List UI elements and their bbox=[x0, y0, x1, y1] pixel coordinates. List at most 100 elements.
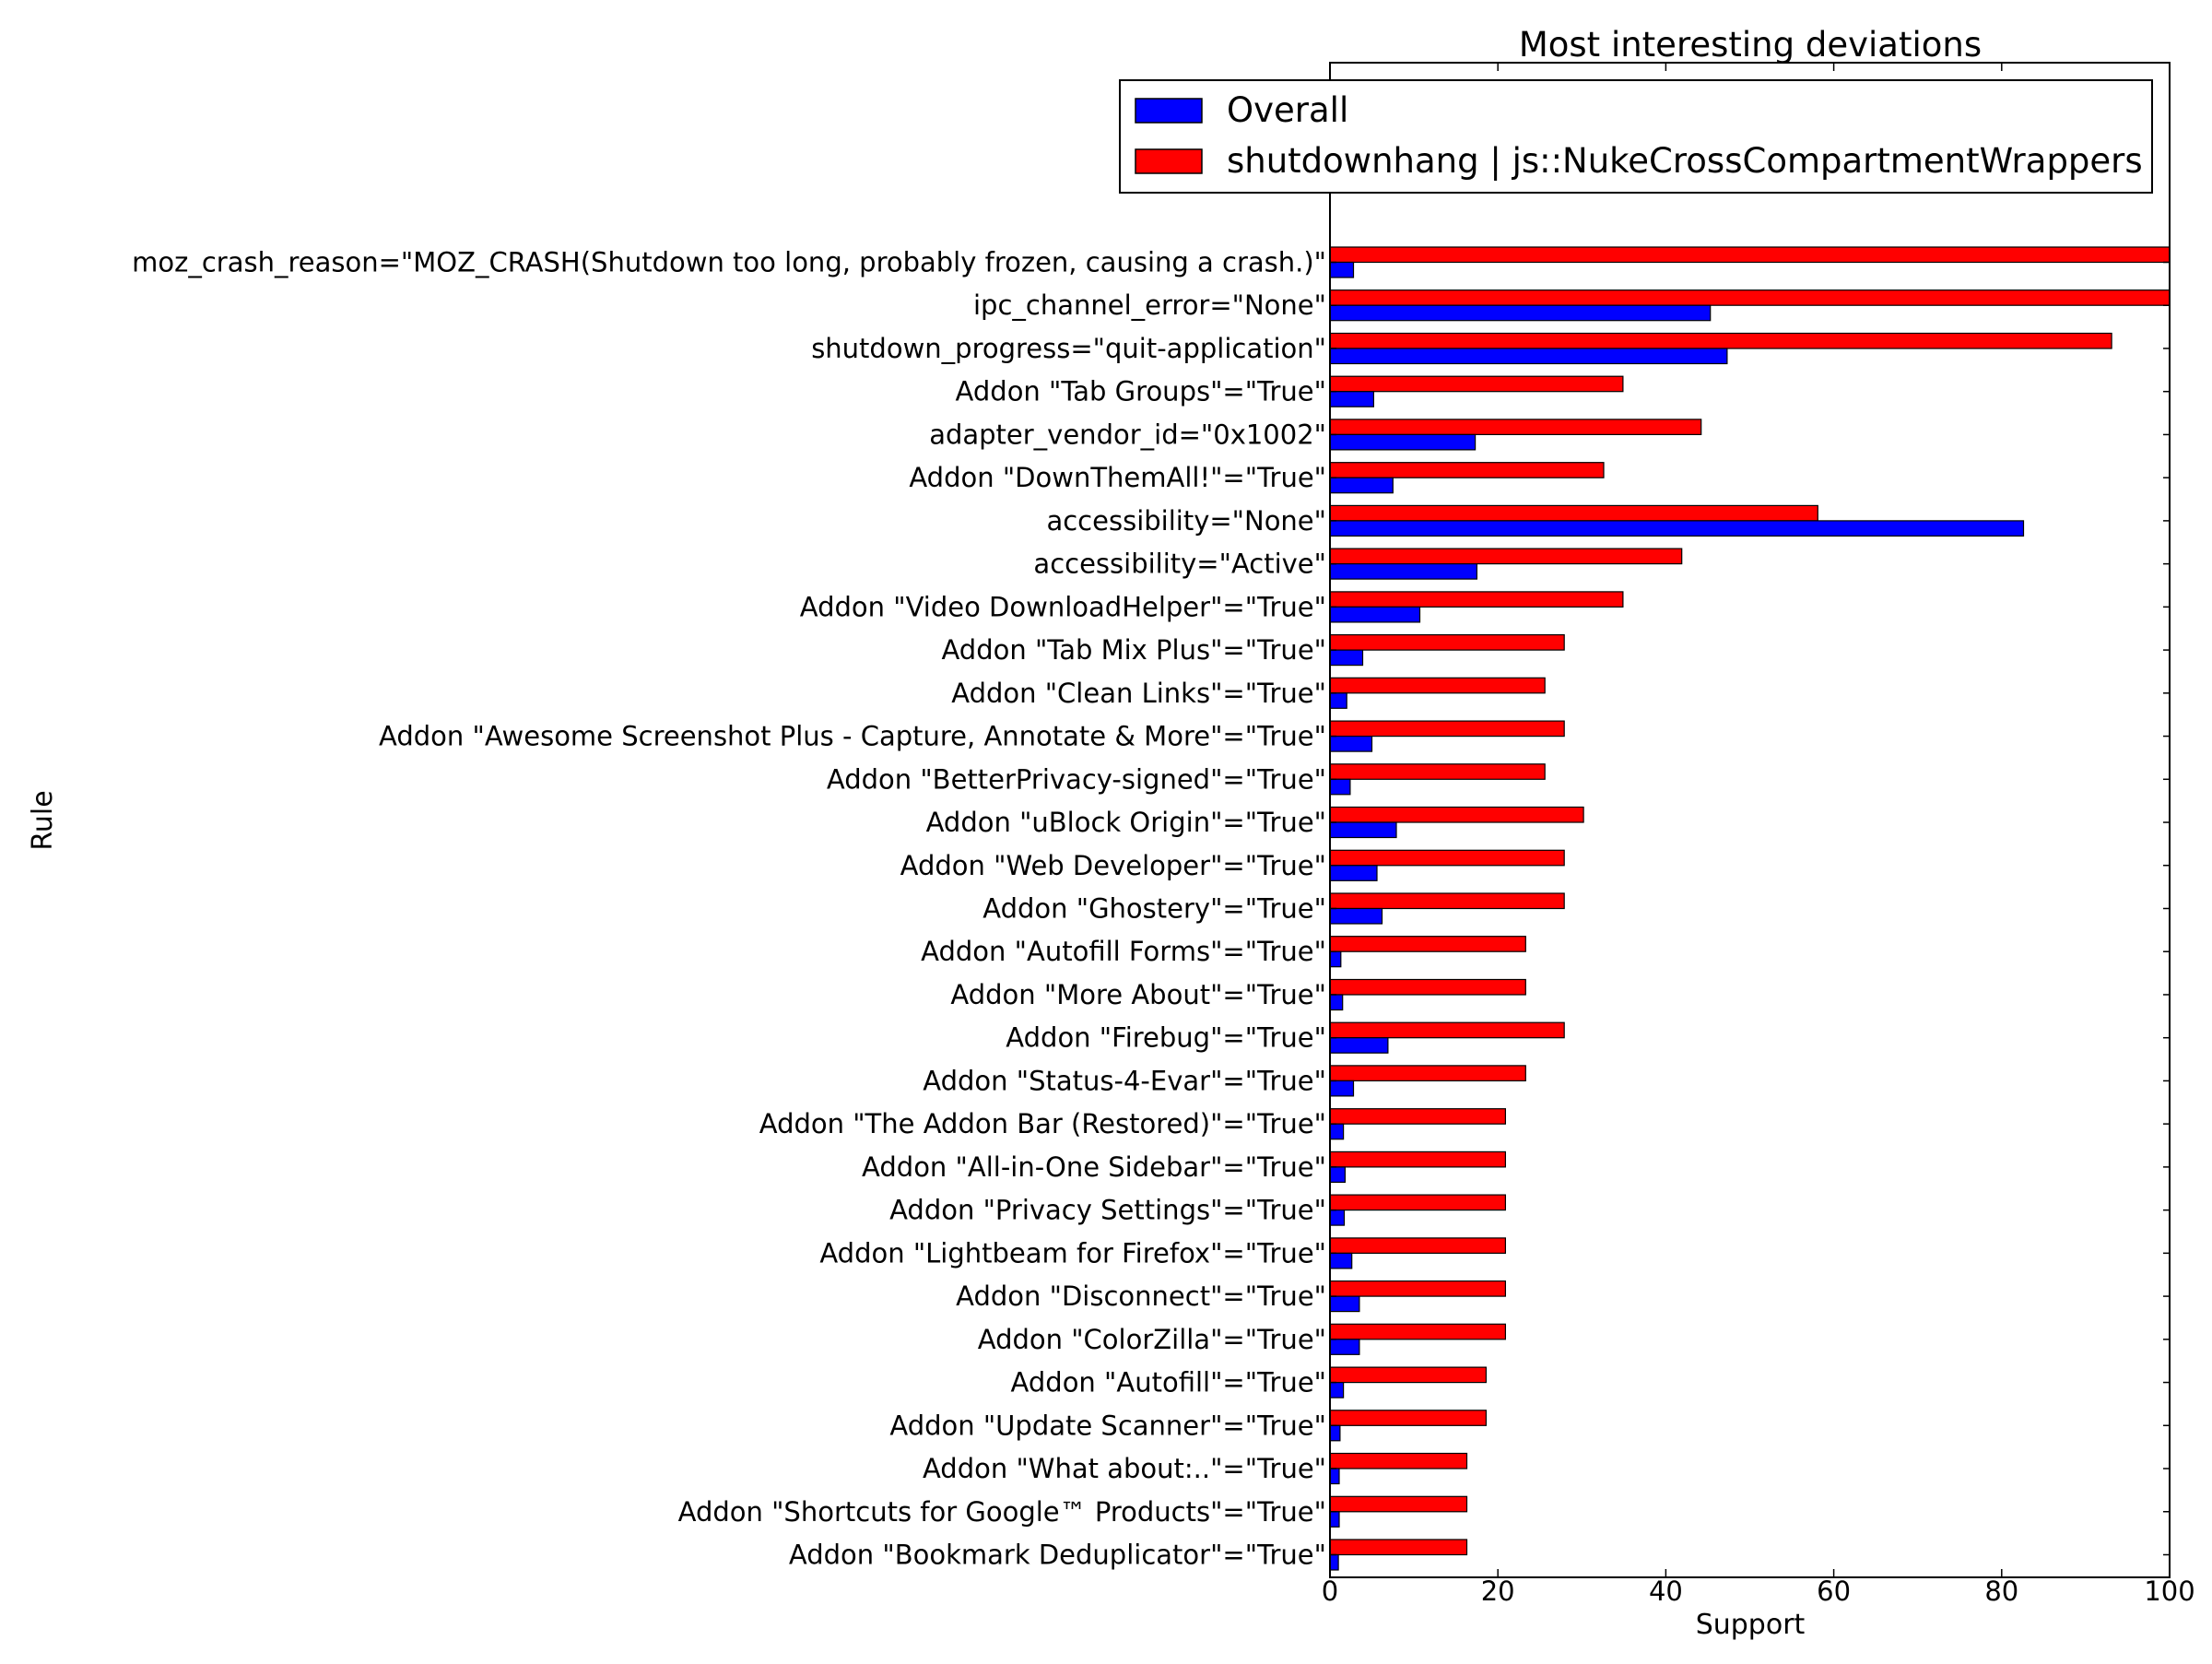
bar-overall bbox=[1329, 1339, 1360, 1355]
bar-overall bbox=[1329, 562, 1477, 580]
x-tick-label: 60 bbox=[1817, 1575, 1851, 1607]
rule-label: Addon "Lightbeam for Firefox"="True" bbox=[819, 1237, 1326, 1269]
bar-shutdownhang bbox=[1329, 936, 1526, 952]
bar-overall bbox=[1329, 994, 1344, 1011]
rule-label: accessibility="Active" bbox=[1033, 549, 1326, 580]
bar-shutdownhang bbox=[1329, 978, 1526, 996]
legend-label-shutdownhang: shutdownhang | js::NukeCrossCompartmentW… bbox=[1227, 141, 2143, 181]
bar-shutdownhang bbox=[1329, 1194, 1506, 1211]
bar-shutdownhang bbox=[1329, 1366, 1487, 1384]
bar-shutdownhang bbox=[1329, 892, 1565, 910]
rule-label: accessibility="None" bbox=[1046, 505, 1326, 537]
rule-label: Addon "Update Scanner"="True" bbox=[889, 1410, 1326, 1441]
bar-overall bbox=[1329, 865, 1378, 881]
bar-overall bbox=[1329, 261, 1355, 278]
bar-shutdownhang bbox=[1329, 1539, 1468, 1556]
rule-label: Addon "Awesome Screenshot Plus - Capture… bbox=[379, 721, 1326, 752]
rule-label: Addon "Privacy Settings"="True" bbox=[889, 1195, 1326, 1226]
bar-overall bbox=[1329, 778, 1351, 796]
bar-shutdownhang bbox=[1329, 419, 1702, 435]
rule-label: adapter_vendor_id="0x1002" bbox=[929, 419, 1326, 450]
legend-swatch-shutdownhang bbox=[1135, 148, 1203, 174]
bar-overall bbox=[1329, 735, 1373, 752]
bar-shutdownhang bbox=[1329, 1108, 1506, 1125]
legend-swatch-overall bbox=[1135, 98, 1203, 124]
bar-overall bbox=[1329, 1080, 1355, 1097]
bar-overall bbox=[1329, 1252, 1353, 1269]
bar-shutdownhang bbox=[1329, 633, 1565, 651]
bar-overall bbox=[1329, 1123, 1345, 1140]
rule-label: Addon "More About"="True" bbox=[950, 979, 1326, 1010]
rule-label: Addon "Web Developer"="True" bbox=[900, 850, 1326, 881]
rule-label: Addon "The Addon Bar (Restored)"="True" bbox=[759, 1108, 1326, 1139]
bar-overall bbox=[1329, 1468, 1340, 1485]
plot-frame bbox=[1329, 62, 2171, 1578]
bar-shutdownhang bbox=[1329, 1151, 1506, 1168]
x-tick-label: 100 bbox=[2144, 1575, 2194, 1607]
bar-shutdownhang bbox=[1329, 1452, 1468, 1469]
rule-labels: moz_crash_reason="MOZ_CRASH(Shutdown too… bbox=[132, 247, 1326, 1571]
ticks-layer: 0 20 40 60 80 100 bbox=[1322, 63, 2195, 1607]
bar-shutdownhang bbox=[1329, 462, 1605, 478]
bar-shutdownhang bbox=[1329, 806, 1584, 823]
bar-overall bbox=[1329, 391, 1375, 407]
rule-label: Addon "All-in-One Sidebar"="True" bbox=[862, 1151, 1326, 1183]
bar-shutdownhang bbox=[1329, 1280, 1506, 1297]
bar-overall bbox=[1329, 1381, 1345, 1398]
bar-overall bbox=[1329, 692, 1347, 709]
bar-shutdownhang bbox=[1329, 1410, 1487, 1426]
x-tick-label: 20 bbox=[1481, 1575, 1515, 1607]
rule-label: shutdown_progress="quit-application" bbox=[811, 333, 1326, 364]
bar-overall bbox=[1329, 606, 1421, 623]
bar-overall bbox=[1329, 950, 1342, 968]
bar-shutdownhang bbox=[1329, 763, 1546, 780]
bar-overall bbox=[1329, 477, 1394, 494]
bar-overall bbox=[1329, 433, 1477, 451]
rule-label: Addon "Autofill Forms"="True" bbox=[921, 936, 1326, 967]
bar-overall bbox=[1329, 649, 1364, 667]
rule-label: Addon "Ghostery"="True" bbox=[982, 893, 1326, 925]
rule-label: Addon "BetterPrivacy-signed"="True" bbox=[827, 763, 1326, 795]
rule-label: Addon "Video DownloadHelper"="True" bbox=[800, 591, 1326, 622]
x-axis-label: Support bbox=[1696, 1609, 1806, 1641]
rule-label: Addon "uBlock Origin"="True" bbox=[926, 807, 1326, 838]
bar-shutdownhang bbox=[1329, 1237, 1506, 1255]
bar-overall bbox=[1329, 304, 1712, 322]
legend-box bbox=[1119, 79, 2153, 194]
x-tick-label: 80 bbox=[1984, 1575, 2018, 1607]
rule-label: Addon "Tab Mix Plus"="True" bbox=[941, 634, 1326, 666]
x-tick-label: 0 bbox=[1322, 1575, 1338, 1607]
bars-layer bbox=[1329, 246, 2171, 1571]
legend-label-overall: Overall bbox=[1227, 90, 1348, 130]
bar-shutdownhang bbox=[1329, 1065, 1526, 1082]
bar-overall bbox=[1329, 1295, 1360, 1313]
bar-overall bbox=[1329, 907, 1383, 925]
bar-overall bbox=[1329, 1037, 1389, 1054]
bar-shutdownhang bbox=[1329, 548, 1683, 565]
rule-label: moz_crash_reason="MOZ_CRASH(Shutdown too… bbox=[132, 247, 1326, 278]
chart-title: Most interesting deviations bbox=[1519, 25, 1982, 65]
bar-overall bbox=[1329, 1166, 1346, 1184]
rule-label: Addon "Shortcuts for Google™ Products"="… bbox=[678, 1496, 1326, 1528]
rule-label: Addon "Tab Groups"="True" bbox=[956, 376, 1326, 407]
rule-label: ipc_channel_error="None" bbox=[973, 289, 1326, 321]
rule-label: Addon "Firebug"="True" bbox=[1006, 1022, 1326, 1054]
bar-shutdownhang bbox=[1329, 375, 1624, 393]
rule-label: Addon "What about:.."="True" bbox=[923, 1453, 1326, 1484]
rule-label: Addon "Bookmark Deduplicator"="True" bbox=[789, 1540, 1326, 1571]
bar-shutdownhang bbox=[1329, 332, 2112, 349]
rule-label: Addon "Autofill"="True" bbox=[1011, 1367, 1326, 1398]
bar-overall bbox=[1329, 1209, 1346, 1226]
bar-shutdownhang bbox=[1329, 246, 2171, 264]
bar-overall bbox=[1329, 348, 1728, 365]
bar-shutdownhang bbox=[1329, 591, 1624, 608]
bar-overall bbox=[1329, 1424, 1341, 1442]
bar-shutdownhang bbox=[1329, 849, 1565, 867]
bar-overall bbox=[1329, 520, 2025, 537]
bar-shutdownhang bbox=[1329, 504, 1818, 522]
rule-label: Addon "Clean Links"="True" bbox=[951, 678, 1326, 709]
rule-label: Addon "ColorZilla"="True" bbox=[978, 1324, 1326, 1355]
bar-overall bbox=[1329, 1553, 1339, 1571]
